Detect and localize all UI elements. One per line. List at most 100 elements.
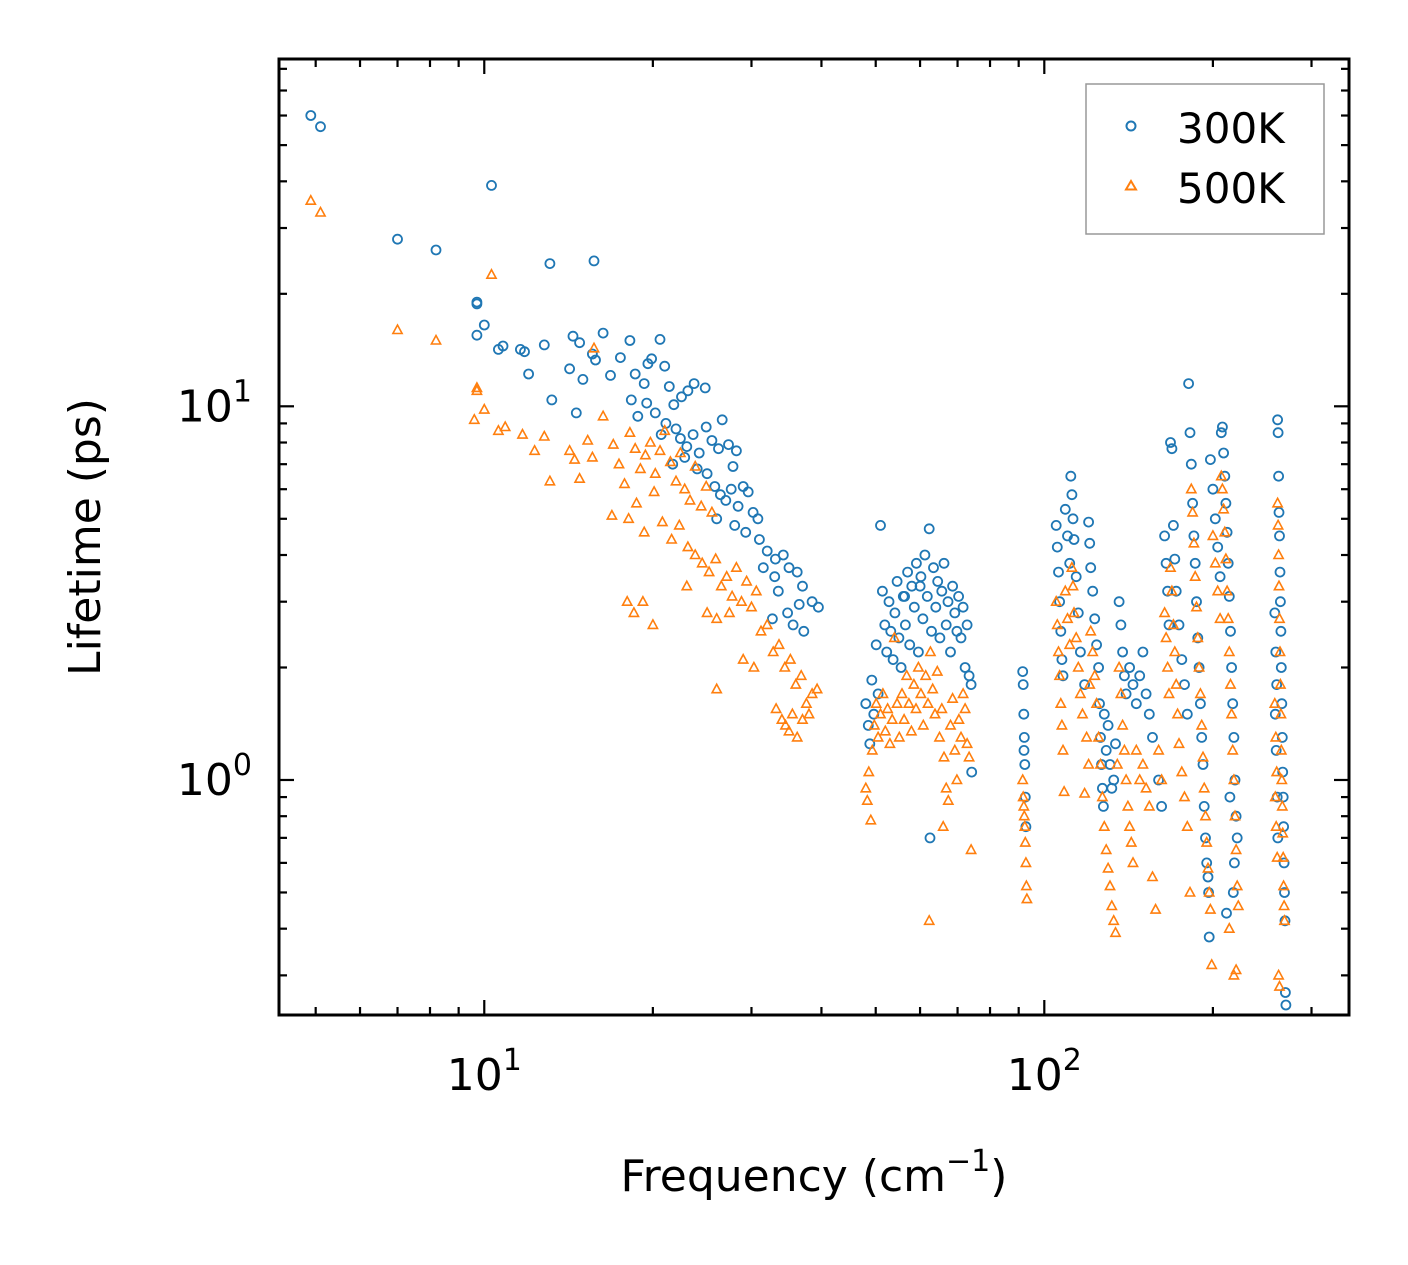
data-point (1193, 660, 1206, 672)
data-point (772, 585, 784, 597)
data-point (1160, 631, 1173, 643)
data-point (1124, 662, 1135, 673)
data-point (795, 669, 808, 681)
data-point (1063, 638, 1076, 650)
data-point (613, 457, 625, 469)
data-point (1228, 732, 1240, 743)
data-point (1119, 670, 1130, 682)
data-point (636, 595, 649, 607)
data-point (1127, 679, 1139, 690)
data-point (1084, 537, 1096, 549)
data-point (543, 474, 556, 486)
data-point (684, 493, 696, 505)
data-point (638, 525, 651, 537)
data-point (1194, 687, 1207, 699)
data-point (767, 613, 778, 625)
data-point (563, 444, 576, 456)
data-point (1272, 427, 1284, 439)
data-point (570, 407, 582, 419)
data-point (314, 205, 327, 217)
data-point (1229, 809, 1241, 821)
data-point (966, 766, 978, 778)
data-point (1204, 902, 1217, 914)
data-point (668, 399, 680, 411)
data-point (1134, 670, 1146, 682)
data-point (1184, 427, 1196, 439)
data-point (949, 607, 961, 619)
data-point (1216, 482, 1229, 494)
data-point (1202, 871, 1214, 883)
data-point (499, 420, 512, 432)
data-point (1143, 799, 1156, 811)
data-point (1105, 899, 1118, 911)
data-point (471, 298, 483, 310)
data-point (1152, 743, 1165, 755)
data-point (687, 429, 699, 441)
data-point (955, 730, 967, 742)
data-point (1209, 513, 1221, 525)
data-point (900, 669, 913, 681)
data-point (681, 441, 693, 453)
data-point (864, 813, 877, 825)
data-point (922, 697, 934, 709)
data-point (1271, 496, 1284, 508)
data-point (1133, 773, 1146, 785)
data-point (912, 660, 925, 672)
data-point (889, 607, 901, 619)
data-point (304, 194, 317, 205)
data-point (723, 606, 736, 618)
data-point (1279, 887, 1290, 898)
data-point (864, 738, 876, 750)
data-point (761, 545, 773, 557)
data-point (1223, 922, 1236, 934)
data-point (1221, 907, 1232, 919)
data-point (752, 513, 764, 525)
data-point (898, 713, 911, 725)
data-point (1274, 530, 1285, 542)
data-point (1278, 914, 1291, 926)
data-point (648, 485, 661, 497)
data-point (745, 600, 758, 612)
data-point (1227, 773, 1240, 785)
data-point (720, 570, 733, 582)
data-point (1093, 662, 1104, 673)
data-point (1020, 879, 1033, 891)
data-point (933, 730, 946, 742)
data-point (784, 652, 797, 664)
data-point (1143, 708, 1155, 720)
data-point (1067, 579, 1079, 591)
data-point (1167, 618, 1180, 630)
data-point (1116, 718, 1129, 730)
data-point (1115, 619, 1127, 631)
data-point (1215, 427, 1227, 439)
data-point (716, 414, 728, 426)
data-point (305, 110, 317, 121)
data-point (900, 619, 911, 631)
data-point (1068, 606, 1080, 618)
data-point (1230, 843, 1243, 855)
data-point (1102, 720, 1114, 731)
data-point (732, 500, 744, 512)
legend-label-500k: 500K (1177, 164, 1286, 213)
data-point (1209, 556, 1222, 568)
data-point (682, 385, 694, 397)
data-point (629, 442, 642, 454)
data-point (519, 346, 530, 358)
data-point (1274, 677, 1287, 689)
data-point (1057, 670, 1069, 682)
data-point (1065, 470, 1077, 482)
data-point (1094, 698, 1105, 710)
data-point (688, 378, 700, 390)
data-point (1270, 646, 1282, 658)
data-point (919, 669, 932, 681)
data-point (1275, 625, 1287, 637)
data-point (1053, 566, 1064, 578)
data-point (1187, 536, 1200, 548)
data-point (914, 687, 927, 699)
data-point (1089, 613, 1101, 625)
data-point (866, 743, 879, 755)
data-point (715, 489, 726, 501)
data-point (1164, 561, 1177, 573)
data-point (862, 765, 875, 777)
